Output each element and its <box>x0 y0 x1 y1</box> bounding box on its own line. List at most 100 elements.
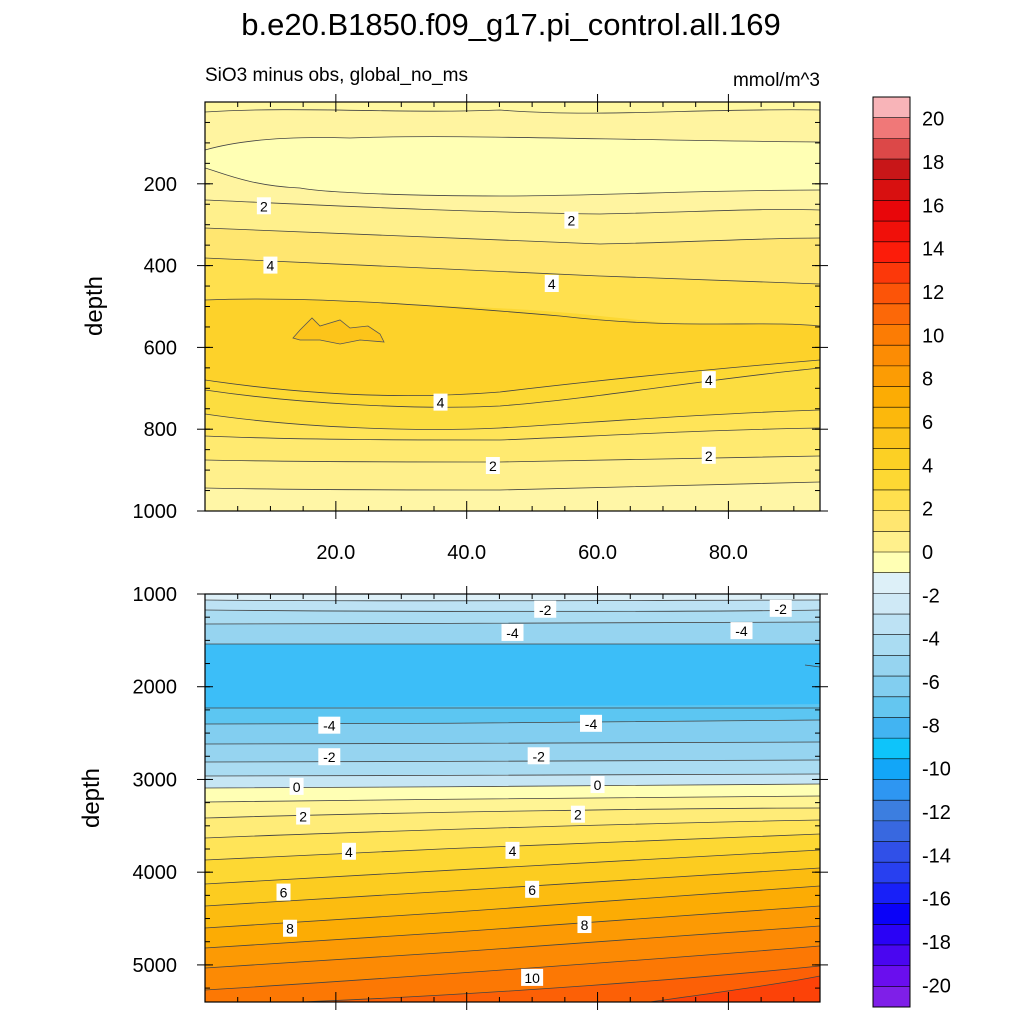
band-bot-neg3a <box>205 610 820 624</box>
y-tick-label: 2000 <box>133 677 178 699</box>
contour-line <box>205 359 820 396</box>
y-tick-label: 4000 <box>133 862 178 884</box>
contour-line <box>205 109 820 114</box>
colorbar-swatch <box>873 779 910 801</box>
contour-line <box>205 849 820 885</box>
x-tick-label: 80.0 <box>709 542 748 564</box>
colorbar-label: -2 <box>922 585 940 607</box>
colorbar-swatch <box>873 200 910 222</box>
band-bot-neg2a <box>205 600 820 612</box>
contour-line <box>205 807 820 819</box>
contour-label: -4 <box>735 623 748 639</box>
y-tick-label: 1000 <box>133 501 178 523</box>
contour-line <box>205 298 820 327</box>
contour-line <box>205 795 820 803</box>
colorbar-swatch <box>873 241 910 263</box>
contour-label-box <box>577 916 592 934</box>
colorbar-swatch <box>873 407 910 429</box>
contour-label: 4 <box>509 843 517 859</box>
contour-line <box>205 257 820 285</box>
colorbar-swatch <box>873 841 910 863</box>
band-bot-neg2b <box>205 760 820 776</box>
contour-line <box>205 409 820 430</box>
colorbar-swatch <box>873 303 910 325</box>
colorbar-label: -20 <box>922 975 951 997</box>
colorbar-swatch <box>873 283 910 305</box>
contour-line <box>804 664 820 668</box>
colorbar-swatch <box>873 593 910 615</box>
colorbar: 20181614121086420-2-4-6-8-10-12-14-16-18… <box>872 96 951 1008</box>
contour-label-box <box>289 777 304 795</box>
colorbar-label: 4 <box>922 455 933 477</box>
contour-label: 4 <box>267 258 275 274</box>
colorbar-swatch <box>873 903 910 925</box>
colorbar-swatch <box>873 448 910 470</box>
lower-contour-fills <box>205 594 820 1002</box>
lower-contour-panel: -2 -2-4 -4-4 -4-2 -20 02 24 46 68 810 10002000300… <box>78 584 828 1010</box>
contour-label: 4 <box>548 276 556 292</box>
colorbar-swatch <box>873 758 910 780</box>
colorbar-label: 18 <box>922 152 944 174</box>
contour-label-box <box>341 842 356 860</box>
upper-y-axis-label: depth <box>81 276 108 336</box>
band-bot-neg6 <box>205 644 820 708</box>
colorbar-label: 8 <box>922 369 933 391</box>
chart-subtitle: SiO3 minus obs, global_no_ms <box>205 65 468 86</box>
contour-label: 4 <box>705 372 713 388</box>
contour-line <box>205 867 820 907</box>
upper-contour-labels: 2 2 4 4 4 4 2 2 <box>256 197 716 475</box>
y-tick-label: 3000 <box>133 769 178 791</box>
colorbar-label: -12 <box>922 802 951 824</box>
colorbar-swatch <box>873 179 910 201</box>
contour-line <box>205 167 820 197</box>
colorbar-label: -4 <box>922 629 940 651</box>
contour-label-box <box>527 747 550 765</box>
colorbar-label: 20 <box>922 109 944 131</box>
contour-line <box>205 819 820 839</box>
contour-line <box>205 719 820 725</box>
upper-contour-fills <box>205 102 820 511</box>
colorbar-label: -6 <box>922 672 940 694</box>
contour-label-box <box>534 600 557 618</box>
lower-plot-frame <box>204 593 821 1003</box>
contour-label: 2 <box>705 448 713 464</box>
contour-line <box>205 136 820 151</box>
colorbar-label: -14 <box>922 845 951 867</box>
contour-label-box <box>544 275 559 293</box>
contour-line <box>205 945 820 991</box>
contour-label: 2 <box>567 213 575 229</box>
max-blob <box>292 317 385 345</box>
colorbar-label: -18 <box>922 932 951 954</box>
contour-label: -2 <box>775 601 788 617</box>
colorbar-label: 14 <box>922 239 944 261</box>
contour-label-box <box>485 457 500 475</box>
contour-label-box <box>276 883 291 901</box>
colorbar-swatch <box>873 386 910 408</box>
colorbar-swatch <box>873 738 910 760</box>
contour-label-box <box>525 880 540 898</box>
colorbar-swatch <box>873 552 910 574</box>
colorbar-swatch <box>873 510 910 532</box>
colorbar-label: 16 <box>922 195 944 217</box>
contour-label-box <box>318 748 341 766</box>
y-tick-label: 1000 <box>133 584 178 606</box>
colorbar-swatch <box>873 138 910 160</box>
contour-label-box <box>564 211 579 229</box>
contour-label-box <box>433 393 448 411</box>
band-bot-neg1b <box>205 774 820 788</box>
colorbar-swatch <box>873 800 910 822</box>
contour-label: 10 <box>524 970 540 986</box>
contour-label-box <box>730 622 753 640</box>
contour-label-box <box>701 446 716 464</box>
colorbar-swatch <box>873 614 910 636</box>
y-tick-label: 800 <box>144 419 177 441</box>
band-bot-neg1a <box>205 594 820 601</box>
colorbar-swatch <box>873 159 910 181</box>
colorbar-swatch <box>873 717 910 739</box>
colorbar-swatch <box>873 221 910 243</box>
colorbar-swatch <box>873 696 910 718</box>
colorbar-swatch <box>873 572 910 594</box>
band-bot-pos12 <box>650 976 820 1002</box>
contour-label-box <box>580 714 603 732</box>
